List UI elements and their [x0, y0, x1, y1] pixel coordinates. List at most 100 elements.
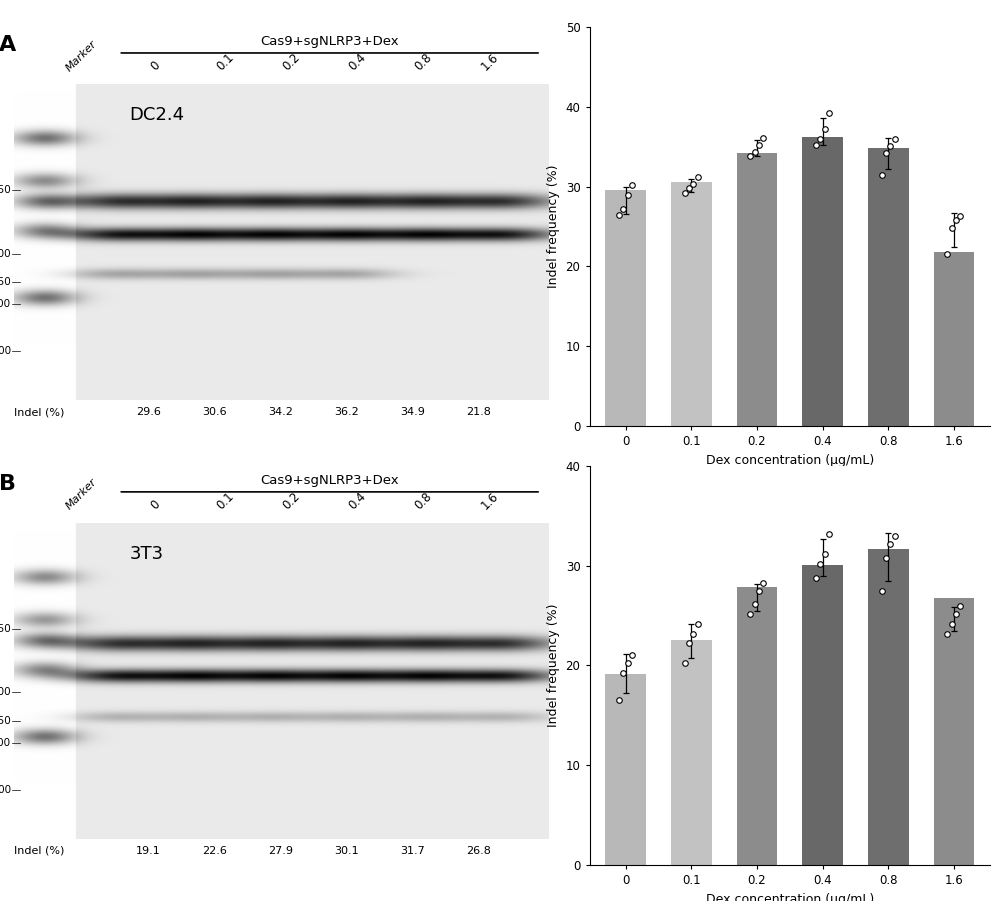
Point [939, 247, 955, 261]
Text: 34.2: 34.2 [268, 407, 293, 417]
Bar [934, 252, 974, 426]
Text: 0.8: 0.8 [413, 50, 435, 73]
Point [751, 138, 767, 152]
Text: 27.9: 27.9 [268, 846, 293, 856]
Point [952, 598, 968, 613]
Bar [671, 182, 712, 426]
Bar [605, 190, 646, 426]
Point [755, 576, 771, 590]
Text: Marker: Marker [64, 478, 99, 512]
Text: 500: 500 [0, 687, 11, 697]
Point [887, 132, 903, 146]
Text: 1000: 1000 [0, 738, 11, 748]
Text: 2000: 2000 [0, 346, 11, 356]
Bar [671, 640, 712, 865]
Bar [737, 587, 777, 865]
Text: 1.6: 1.6 [479, 489, 501, 512]
Point [817, 122, 833, 136]
Text: Indel (%): Indel (%) [14, 846, 65, 856]
Text: Cas9+sgNLRP3+Dex: Cas9+sgNLRP3+Dex [260, 474, 399, 487]
Point [742, 149, 758, 163]
Point [624, 177, 640, 192]
Text: 22.6: 22.6 [202, 846, 227, 856]
Point [874, 584, 890, 598]
X-axis label: Dex concentration (μg/mL): Dex concentration (μg/mL) [706, 453, 874, 467]
Text: 36.2: 36.2 [334, 407, 359, 417]
Bar [868, 549, 909, 865]
Bar [868, 148, 909, 426]
Text: 0: 0 [148, 59, 163, 73]
Text: 0.1: 0.1 [214, 50, 237, 73]
Point [611, 693, 627, 707]
Point [624, 648, 640, 662]
Point [878, 551, 894, 565]
Point [747, 145, 763, 159]
Point [821, 526, 837, 541]
Text: 250: 250 [0, 624, 11, 634]
X-axis label: Dex concentration (μg/mL): Dex concentration (μg/mL) [706, 893, 874, 901]
Text: 21.8: 21.8 [466, 407, 491, 417]
Text: 31.7: 31.7 [400, 846, 425, 856]
Point [948, 213, 964, 227]
Point [882, 139, 898, 153]
Text: 2000: 2000 [0, 785, 11, 796]
Point [878, 146, 894, 160]
Bar [605, 675, 646, 865]
Text: 1000: 1000 [0, 299, 11, 309]
Text: 1.6: 1.6 [479, 50, 501, 73]
Point [690, 616, 706, 631]
Point [821, 106, 837, 121]
Point [742, 606, 758, 621]
Text: 29.6: 29.6 [136, 407, 161, 417]
Point [685, 177, 701, 191]
Y-axis label: Indel frequency (%): Indel frequency (%) [547, 604, 560, 727]
Text: 750: 750 [0, 277, 11, 287]
Point [817, 547, 833, 561]
Bar [934, 597, 974, 865]
Point [690, 170, 706, 185]
Text: 34.9: 34.9 [400, 407, 425, 417]
Text: 30.1: 30.1 [334, 846, 359, 856]
Point [681, 635, 697, 650]
Text: DC2.4: DC2.4 [129, 105, 184, 123]
Text: 26.8: 26.8 [466, 846, 491, 856]
Text: Marker: Marker [64, 38, 99, 73]
Text: 750: 750 [0, 715, 11, 726]
Bar [802, 137, 843, 426]
Point [887, 529, 903, 543]
Text: 0.4: 0.4 [346, 489, 369, 512]
Point [939, 626, 955, 641]
Point [808, 138, 824, 152]
Point [685, 626, 701, 641]
Point [747, 596, 763, 611]
Text: Indel (%): Indel (%) [14, 407, 65, 417]
Text: 0.8: 0.8 [413, 489, 435, 512]
Point [882, 536, 898, 551]
Bar [737, 153, 777, 426]
Point [812, 557, 828, 571]
Text: 3T3: 3T3 [129, 545, 163, 563]
Text: 19.1: 19.1 [136, 846, 161, 856]
Text: B: B [0, 474, 16, 494]
Point [677, 656, 693, 670]
Point [808, 570, 824, 585]
Text: 30.6: 30.6 [202, 407, 227, 417]
Bar [802, 565, 843, 865]
Point [681, 181, 697, 196]
Point [952, 209, 968, 223]
Y-axis label: Indel frequency (%): Indel frequency (%) [547, 165, 560, 288]
Point [615, 666, 631, 680]
Text: 500: 500 [0, 249, 11, 259]
Text: 0.4: 0.4 [346, 50, 369, 73]
Point [948, 606, 964, 621]
Point [620, 656, 636, 670]
Point [677, 186, 693, 200]
Text: 0.1: 0.1 [214, 489, 237, 512]
Text: 0: 0 [148, 497, 163, 512]
Text: 0.2: 0.2 [280, 489, 303, 512]
Point [755, 131, 771, 145]
Point [944, 221, 960, 235]
Point [620, 187, 636, 202]
Point [944, 616, 960, 631]
Point [611, 207, 627, 222]
